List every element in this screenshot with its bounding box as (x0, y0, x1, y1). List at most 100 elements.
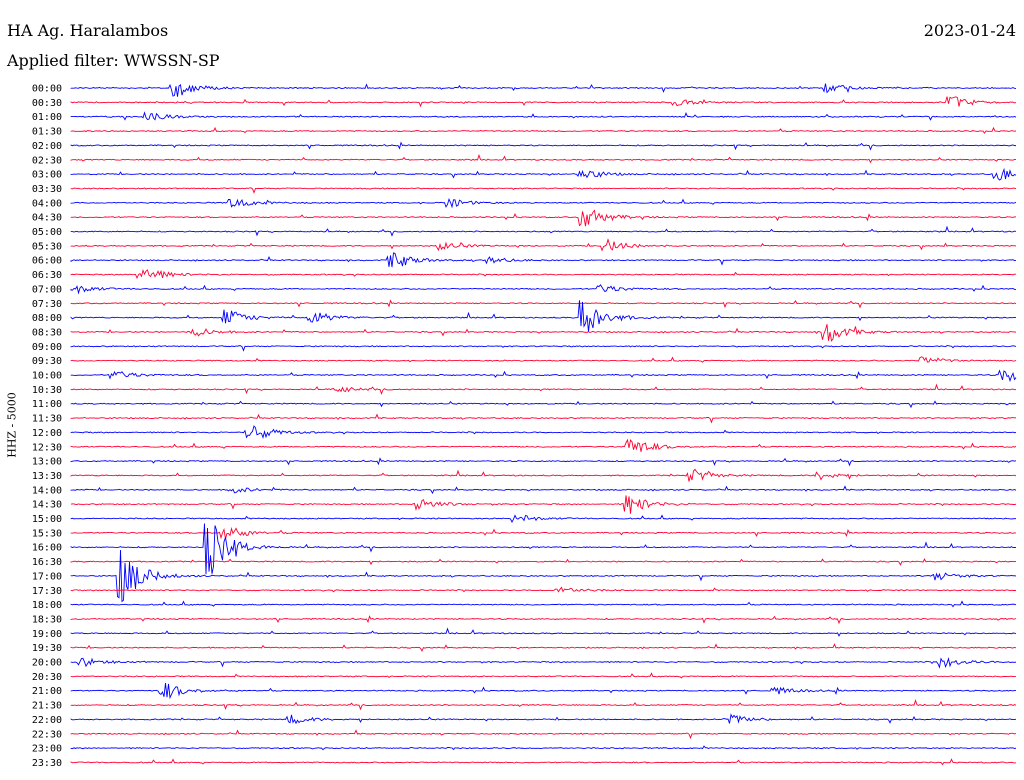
trace-line (70, 699, 1017, 711)
row-time-label: 18:00 (32, 600, 62, 611)
row-time-label: 04:30 (32, 213, 62, 224)
row-time-label: 05:00 (32, 227, 62, 238)
row-time-label: 08:00 (32, 313, 62, 324)
trace-line (70, 495, 1017, 514)
row-time-label: 06:30 (32, 270, 62, 281)
row-time-label: 03:30 (32, 184, 62, 195)
trace-line (70, 400, 1017, 409)
trace-line (70, 225, 1017, 237)
row-time-label: 16:00 (32, 543, 62, 554)
row-time-label: 13:30 (32, 471, 62, 482)
trace-line (70, 268, 1017, 280)
row-time-label: 14:00 (32, 485, 62, 496)
trace-line (70, 438, 1017, 452)
trace-line (70, 683, 1017, 700)
row-time-label: 16:30 (32, 557, 62, 568)
row-time-label: 23:00 (32, 744, 62, 755)
row-time-label: 10:30 (32, 385, 62, 396)
row-time-label: 15:00 (32, 514, 62, 525)
row-time-label: 23:30 (32, 758, 62, 769)
row-time-label: 02:30 (32, 155, 62, 166)
row-time-label: 06:00 (32, 256, 62, 267)
trace-line (70, 83, 1017, 97)
trace-line (70, 758, 1017, 766)
row-time-label: 14:30 (32, 500, 62, 511)
trace-line (70, 187, 1017, 194)
row-time-label: 20:00 (32, 658, 62, 669)
trace-line (70, 167, 1017, 181)
row-time-label: 15:30 (32, 528, 62, 539)
trace-line (70, 238, 1017, 252)
row-time-label: 01:00 (32, 112, 62, 123)
row-time-label: 11:00 (32, 399, 62, 410)
trace-line (70, 141, 1017, 151)
trace-line (70, 514, 1017, 523)
row-time-label: 18:30 (32, 614, 62, 625)
trace-line (70, 657, 1017, 669)
row-time-label: 10:00 (32, 371, 62, 382)
trace-line (70, 485, 1017, 495)
trace-line (70, 523, 1017, 575)
row-time-label: 05:30 (32, 241, 62, 252)
row-time-label: 00:00 (32, 84, 62, 95)
row-time-label: 22:00 (32, 715, 62, 726)
trace-line (70, 425, 1017, 440)
trace-line (70, 324, 1017, 342)
trace-line (70, 457, 1017, 467)
trace-line (70, 586, 1017, 593)
row-time-label: 00:30 (32, 98, 62, 109)
trace-line (70, 300, 1017, 332)
trace-line (70, 672, 1017, 679)
trace-line (70, 549, 1017, 603)
row-time-label: 11:30 (32, 414, 62, 425)
trace-line (70, 468, 1017, 482)
trace-line (70, 558, 1017, 566)
trace-line (70, 729, 1017, 740)
row-time-label: 08:30 (32, 327, 62, 338)
row-time-label: 03:00 (32, 170, 62, 181)
date-label: 2023-01-24 (923, 21, 1016, 40)
row-time-label: 02:00 (32, 141, 62, 152)
row-time-label: 01:30 (32, 127, 62, 138)
row-time-label: 17:30 (32, 586, 62, 597)
row-time-label: 19:00 (32, 629, 62, 640)
trace-line (70, 526, 1017, 540)
trace-line (70, 615, 1017, 625)
trace-line (70, 111, 1017, 121)
trace-line (70, 209, 1017, 227)
row-time-label: 22:30 (32, 729, 62, 740)
row-time-label: 09:00 (32, 342, 62, 353)
row-time-label: 17:00 (32, 571, 62, 582)
station-title: HA Ag. Haralambos (7, 21, 169, 40)
row-time-label: 07:30 (32, 299, 62, 310)
trace-line (70, 383, 1017, 395)
trace-line (70, 284, 1017, 295)
row-time-label: 12:30 (32, 442, 62, 453)
trace-line (70, 369, 1017, 383)
trace-line (70, 643, 1017, 653)
row-time-label: 21:30 (32, 701, 62, 712)
trace-line (70, 713, 1017, 725)
trace-line (70, 153, 1017, 164)
trace-line (70, 356, 1017, 363)
row-time-label: 07:00 (32, 284, 62, 295)
trace-line (70, 600, 1017, 608)
trace-line (70, 126, 1017, 134)
trace-line (70, 198, 1017, 209)
row-time-label: 04:00 (32, 198, 62, 209)
filter-label: Applied filter: WWSSN-SP (7, 51, 220, 70)
trace-line (70, 627, 1017, 637)
row-time-label: 20:30 (32, 672, 62, 683)
row-time-label: 12:00 (32, 428, 62, 439)
row-time-label: 21:00 (32, 686, 62, 697)
trace-line (70, 299, 1017, 309)
trace-line (70, 413, 1017, 424)
row-time-label: 13:00 (32, 457, 62, 468)
row-time-label: 09:30 (32, 356, 62, 367)
row-time-label: 19:30 (32, 643, 62, 654)
trace-line (70, 745, 1017, 751)
trace-line (70, 252, 1016, 268)
trace-line (70, 96, 1017, 108)
trace-line (70, 345, 1017, 352)
